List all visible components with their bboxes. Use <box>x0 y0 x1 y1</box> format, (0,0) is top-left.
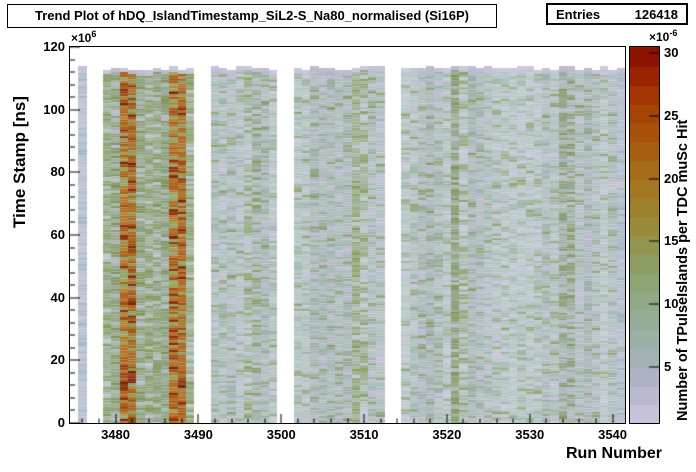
y-axis-title: Time Stamp [ns] <box>10 96 29 228</box>
y-axis-power-label: ×106 <box>71 29 97 45</box>
y-axis-tick-label: 0 <box>57 415 65 430</box>
z-axis-tick-label: 10 <box>664 295 679 311</box>
x-axis-tick-label: 3500 <box>266 427 296 442</box>
z-axis-power-label: ×10-6 <box>649 28 678 44</box>
x-axis-tick-label: 3520 <box>432 427 462 442</box>
x-axis-tick-label: 3490 <box>183 427 213 442</box>
color-scale-bar <box>629 46 660 424</box>
z-axis-tick-label: 30 <box>664 45 679 61</box>
plot-title-box: Trend Plot of hDQ_IslandTimestamp_SiL2-S… <box>7 4 497 28</box>
stats-box: Entries 126418 <box>546 3 688 25</box>
x-axis-tick-label: 3510 <box>349 427 379 442</box>
z-axis-tick-label: 15 <box>664 233 679 249</box>
x-axis-tick-label: 3530 <box>515 427 545 442</box>
y-axis-tick-label: 60 <box>50 227 65 242</box>
y-axis-tick-label: 40 <box>50 289 65 305</box>
plot-title: Trend Plot of hDQ_IslandTimestamp_SiL2-S… <box>35 8 469 23</box>
y-axis-tick-label: 20 <box>50 352 65 368</box>
heatmap-plot-area <box>69 46 626 424</box>
stats-label: Entries <box>556 6 601 22</box>
y-axis-tick-label: 80 <box>50 164 65 180</box>
x-axis-tick-label: 3480 <box>101 427 130 442</box>
z-axis-tick-label: 20 <box>664 170 679 186</box>
x-axis-tick-label: 3540 <box>598 427 628 442</box>
y-axis-tick-label: 120 <box>43 39 65 54</box>
y-axis-tick-label: 100 <box>43 101 65 117</box>
z-axis-tick-label: 25 <box>664 107 679 123</box>
z-axis-tick-label: 5 <box>664 358 672 374</box>
stats-value: 126418 <box>634 6 678 22</box>
x-axis-title: Run Number <box>566 445 662 462</box>
